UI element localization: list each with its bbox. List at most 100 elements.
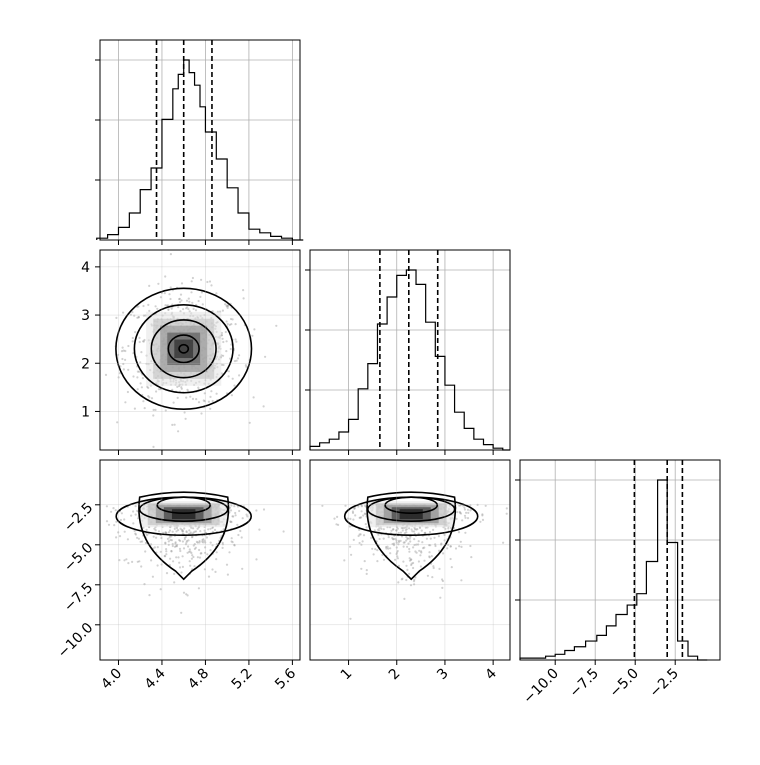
scatter-point <box>245 513 248 516</box>
scatter-point <box>231 318 234 321</box>
histogram-panel-p0 <box>95 39 304 241</box>
scatter-point <box>245 365 248 368</box>
scatter-point <box>428 555 431 558</box>
scatter-point <box>242 289 245 292</box>
scatter-point <box>432 528 435 532</box>
scatter-point <box>234 511 237 515</box>
scatter-point <box>382 537 385 540</box>
scatter-point <box>124 349 127 353</box>
scatter-point <box>140 351 143 354</box>
scatter-point <box>125 558 128 561</box>
scatter-point <box>188 560 191 563</box>
scatter-point <box>181 540 184 543</box>
scatter-point <box>202 541 205 544</box>
scatter-point <box>226 306 229 309</box>
axes-frame <box>99 249 301 451</box>
scatter-point <box>225 304 228 307</box>
scatter-point <box>123 518 126 521</box>
scatter-point <box>251 334 254 337</box>
scatter-point <box>419 565 422 568</box>
scatter-point <box>136 376 139 379</box>
scatter-point <box>173 527 176 531</box>
scatter-point <box>126 390 129 394</box>
scatter-point <box>105 520 109 523</box>
scatter-point <box>178 561 181 564</box>
scatter-point <box>201 540 204 543</box>
scatter-point <box>364 523 367 526</box>
scatter-point <box>191 276 194 280</box>
scatter-point <box>420 550 423 553</box>
scatter-point <box>399 539 402 543</box>
scatter-point <box>124 358 127 361</box>
scatter-point <box>461 519 464 522</box>
scatter-point <box>225 350 228 353</box>
scatter-point <box>396 557 399 560</box>
scatter-point <box>373 529 376 532</box>
tick-label-x: 2 <box>386 666 404 684</box>
scatter-point <box>450 566 453 569</box>
scatter-point <box>432 565 435 568</box>
scatter-point <box>195 540 198 544</box>
scatter-point <box>137 315 140 319</box>
scatter-point <box>206 280 209 284</box>
scatter-point <box>408 572 411 575</box>
scatter-point <box>431 576 434 579</box>
scatter-point <box>444 527 447 531</box>
scatter-point <box>145 532 148 535</box>
scatter-point <box>228 323 231 326</box>
scatter-point <box>115 536 118 539</box>
scatter-point <box>423 546 426 549</box>
scatter-point <box>225 305 228 308</box>
scatter-point <box>164 555 167 558</box>
scatter-point <box>171 544 174 548</box>
scatter-point <box>361 540 364 543</box>
scatter-point <box>136 517 140 520</box>
scatter-point <box>207 575 211 578</box>
scatter-point <box>416 528 419 531</box>
scatter-point <box>185 299 189 302</box>
scatter-point <box>463 514 467 517</box>
scatter-point <box>203 539 206 542</box>
scatter-point <box>255 558 258 561</box>
scatter-point <box>132 375 135 378</box>
tick-label-y: −7.5 <box>61 580 96 615</box>
scatter-point <box>120 350 124 353</box>
density-contour <box>384 496 439 515</box>
scatter-point <box>164 409 167 412</box>
scatter-point <box>123 530 126 533</box>
scatter-point <box>229 509 233 512</box>
scatter-point <box>146 385 149 388</box>
scatter-point <box>210 390 213 393</box>
scatter-point <box>164 531 167 534</box>
scatter-point <box>414 576 417 579</box>
scatter-point <box>362 514 365 517</box>
scatter-panel-p0-p2 <box>99 459 301 661</box>
density-contour <box>178 343 190 354</box>
scatter-point <box>397 541 401 544</box>
scatter-point <box>222 354 225 357</box>
scatter-point <box>403 526 406 529</box>
scatter-point <box>170 549 173 553</box>
scatter-point <box>178 298 181 301</box>
tick-label-x: −7.5 <box>567 666 602 701</box>
scatter-point <box>394 537 397 541</box>
scatter-point <box>382 558 386 561</box>
scatter-point <box>197 299 200 303</box>
scatter-point <box>211 526 214 530</box>
scatter-point <box>344 504 347 507</box>
scatter-point <box>415 551 418 554</box>
scatter-point <box>196 541 199 544</box>
scatter-point <box>258 528 261 531</box>
scatter-point <box>264 355 267 358</box>
scatter-point <box>189 532 192 535</box>
scatter-point <box>410 563 413 567</box>
scatter-point <box>211 530 214 533</box>
scatter-point <box>454 547 458 550</box>
scatter-point <box>221 309 224 312</box>
scatter-point <box>376 528 379 531</box>
scatter-point <box>208 280 212 283</box>
scatter-point <box>174 541 177 544</box>
scatter-point <box>420 551 423 554</box>
scatter-point <box>382 528 385 531</box>
scatter-point <box>194 546 197 549</box>
